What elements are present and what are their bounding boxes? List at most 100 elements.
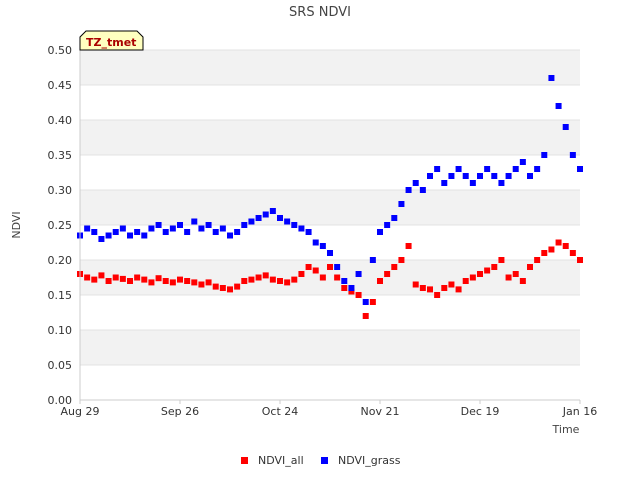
data-point	[369, 299, 376, 305]
data-point	[427, 286, 433, 293]
data-point	[112, 274, 119, 281]
data-point	[527, 264, 533, 270]
data-point	[512, 271, 519, 277]
y-tick-label: 0.20	[48, 254, 73, 267]
data-point	[398, 257, 405, 263]
data-point	[319, 243, 326, 249]
data-point	[284, 218, 291, 225]
data-point	[312, 239, 319, 246]
legend-label-ndvi-grass: NDVI_grass	[338, 454, 401, 467]
data-point	[419, 285, 426, 291]
data-point	[469, 274, 476, 281]
x-tick-label: Sep 26	[161, 405, 199, 418]
data-point	[577, 257, 583, 263]
data-point	[291, 222, 298, 228]
x-tick-label: Aug 29	[61, 405, 100, 418]
data-point	[269, 276, 276, 283]
data-point	[441, 180, 448, 186]
y-tick-label: 0.50	[48, 44, 73, 57]
data-point	[391, 215, 398, 221]
legend-swatch-ndvi-all	[241, 457, 248, 464]
data-point	[248, 218, 255, 225]
data-point	[255, 215, 262, 221]
data-point	[434, 292, 441, 298]
data-point	[534, 257, 541, 263]
data-point	[298, 225, 305, 232]
data-point	[319, 274, 326, 281]
data-point	[134, 229, 141, 235]
data-point	[541, 152, 548, 158]
grid-band	[80, 330, 580, 365]
legend: NDVI_all NDVI_grass	[241, 454, 401, 467]
data-point	[534, 166, 541, 172]
data-point	[184, 278, 191, 284]
data-point	[169, 279, 176, 286]
data-point	[348, 288, 355, 295]
data-point	[541, 250, 548, 256]
data-point	[277, 215, 283, 221]
data-point	[127, 232, 133, 239]
data-point	[419, 187, 426, 193]
data-points	[77, 75, 583, 319]
y-tick-label: 0.05	[48, 359, 73, 372]
data-point	[448, 281, 455, 288]
data-point	[327, 264, 333, 270]
data-point	[491, 173, 498, 179]
data-point	[227, 286, 233, 293]
data-point	[312, 267, 319, 274]
data-point	[462, 173, 469, 179]
data-point	[248, 276, 255, 283]
data-point	[362, 299, 369, 305]
data-point	[527, 173, 533, 179]
data-point	[577, 166, 583, 172]
series-ndvi-grass	[77, 75, 583, 305]
data-point	[491, 264, 498, 270]
data-point	[384, 271, 391, 277]
data-point	[219, 225, 226, 232]
x-tick-label: Oct 24	[262, 405, 299, 418]
data-point	[162, 278, 169, 284]
data-point	[384, 222, 391, 228]
grid-band	[80, 190, 580, 225]
data-point	[305, 229, 312, 235]
data-point	[484, 267, 491, 274]
data-point	[98, 272, 105, 279]
data-point	[369, 257, 376, 263]
data-point	[277, 278, 283, 284]
y-tick-label: 0.10	[48, 324, 73, 337]
data-point	[177, 222, 183, 228]
data-point	[169, 225, 176, 232]
data-point	[469, 180, 476, 186]
data-point	[519, 278, 526, 284]
data-point	[377, 229, 383, 235]
data-point	[341, 278, 348, 284]
annotation-tag: TZ_tmet	[79, 30, 144, 51]
data-point	[291, 276, 298, 283]
data-point	[105, 278, 112, 284]
data-point	[334, 274, 341, 281]
data-point	[241, 278, 248, 284]
data-point	[155, 275, 162, 282]
data-point	[234, 283, 241, 290]
data-point	[91, 276, 98, 283]
data-point	[91, 229, 98, 235]
data-point	[398, 201, 405, 207]
data-point	[219, 285, 226, 291]
y-axis-label: NDVI	[10, 211, 23, 238]
data-point	[519, 159, 526, 165]
data-point	[427, 173, 433, 179]
grid-band	[80, 50, 580, 85]
data-point	[462, 278, 469, 284]
data-point	[562, 124, 569, 130]
data-point	[212, 229, 219, 235]
data-point	[105, 232, 112, 239]
data-point	[84, 225, 91, 232]
data-point	[184, 229, 191, 235]
data-point	[569, 152, 576, 158]
data-point	[505, 173, 512, 179]
x-axis-label: Time	[552, 423, 580, 436]
data-point	[234, 229, 241, 235]
data-point	[212, 283, 219, 290]
data-point	[498, 257, 505, 263]
data-point	[148, 225, 155, 232]
